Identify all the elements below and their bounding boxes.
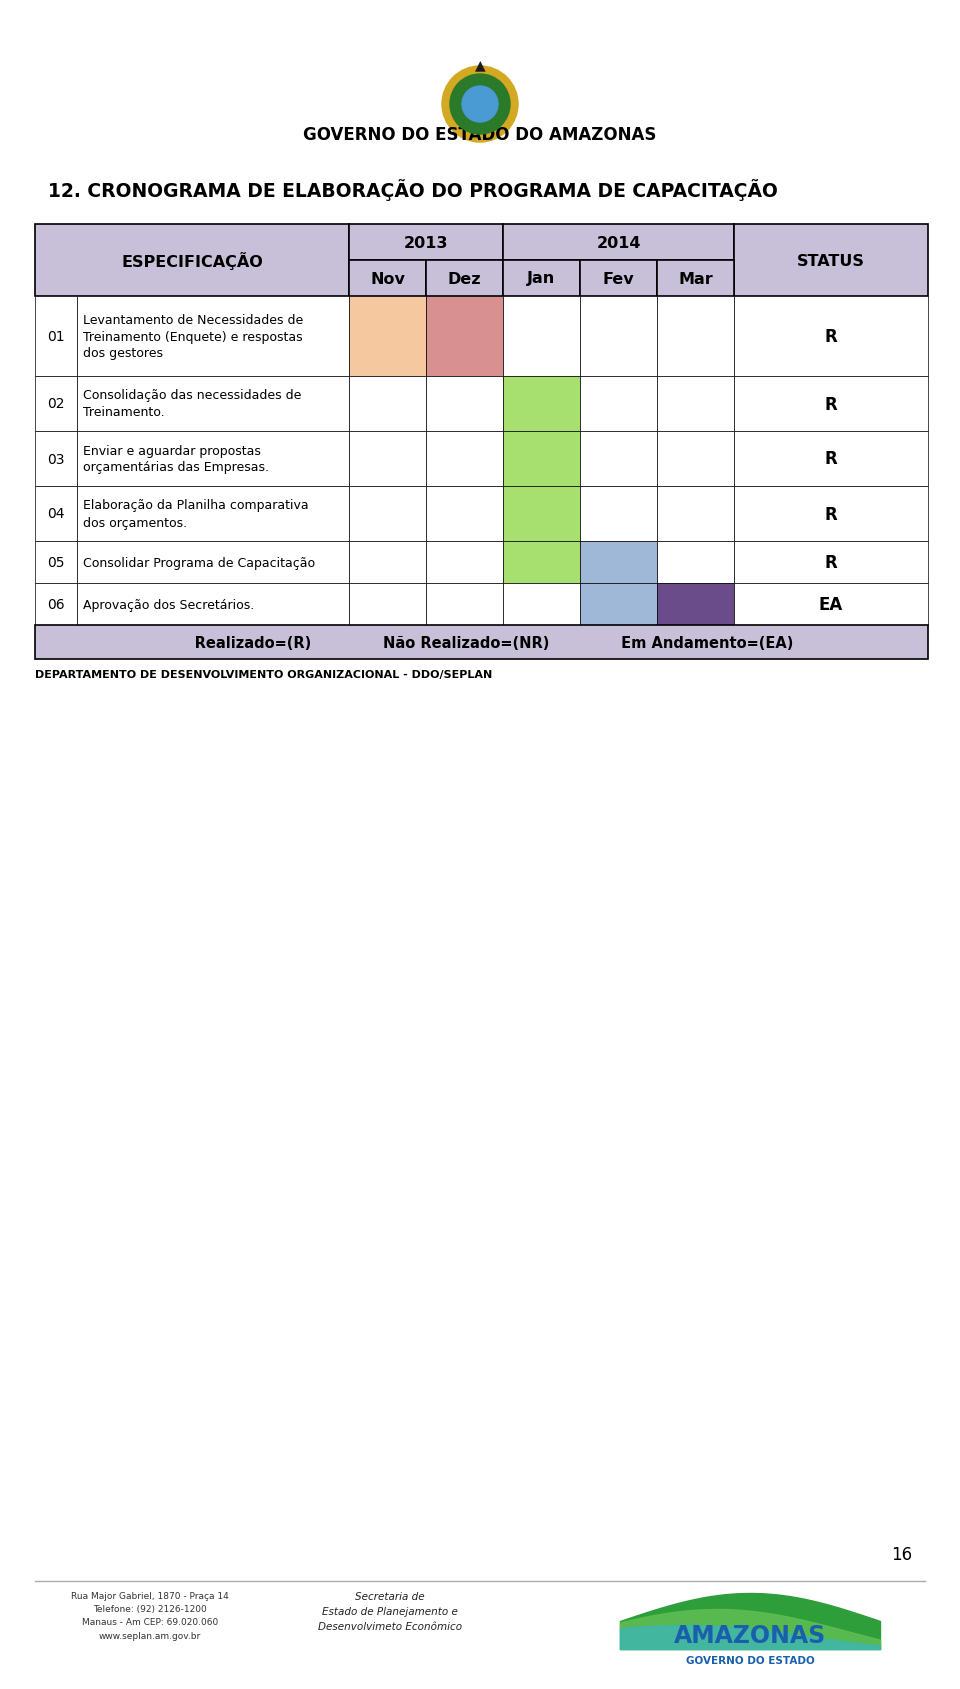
Text: EA: EA	[819, 596, 843, 613]
Text: 2014: 2014	[596, 235, 640, 250]
Text: Elaboração da Planilha comparativa
dos orçamentos.: Elaboração da Planilha comparativa dos o…	[83, 500, 308, 529]
Text: Enviar e aguardar propostas
orçamentárias das Empresas.: Enviar e aguardar propostas orçamentária…	[83, 444, 269, 475]
Text: Nov: Nov	[370, 272, 405, 287]
Bar	[349, 486, 426, 542]
Text: 06: 06	[47, 598, 65, 611]
Bar	[426, 486, 503, 542]
Text: Jan: Jan	[527, 272, 556, 287]
Text: R: R	[825, 554, 837, 571]
Circle shape	[442, 68, 518, 144]
Bar	[657, 260, 734, 297]
Text: 05: 05	[47, 556, 64, 569]
Text: 2013: 2013	[404, 235, 448, 250]
Bar	[734, 377, 928, 432]
Bar	[35, 297, 77, 377]
Bar	[503, 260, 580, 297]
Bar	[35, 584, 77, 625]
Bar	[77, 486, 349, 542]
Text: Fev: Fev	[603, 272, 635, 287]
Bar	[77, 584, 349, 625]
Bar	[580, 584, 657, 625]
Text: Levantamento de Necessidades de
Treinamento (Enquete) e respostas
dos gestores: Levantamento de Necessidades de Treiname…	[83, 314, 303, 360]
Bar	[503, 225, 734, 260]
Bar	[734, 225, 928, 297]
Text: Consolidar Programa de Capacitação: Consolidar Programa de Capacitação	[83, 556, 315, 569]
Bar	[503, 377, 580, 432]
Text: GOVERNO DO ESTADO DO AMAZONAS: GOVERNO DO ESTADO DO AMAZONAS	[303, 127, 657, 144]
Bar	[77, 432, 349, 486]
Bar	[426, 432, 503, 486]
Text: Aprovação dos Secretários.: Aprovação dos Secretários.	[83, 598, 254, 611]
Bar	[349, 225, 503, 260]
Text: ▲: ▲	[474, 57, 486, 73]
Text: R: R	[825, 451, 837, 468]
Bar	[426, 297, 503, 377]
Bar	[503, 432, 580, 486]
Bar	[734, 297, 928, 377]
Bar	[580, 432, 657, 486]
Text: Consolidação das necessidades de
Treinamento.: Consolidação das necessidades de Treinam…	[83, 388, 301, 419]
Text: Rua Major Gabriel, 1870 - Praça 14
Telefone: (92) 2126-1200
Manaus - Am CEP: 69.: Rua Major Gabriel, 1870 - Praça 14 Telef…	[71, 1591, 228, 1640]
Bar	[35, 625, 928, 660]
Text: Mar: Mar	[678, 272, 713, 287]
Bar	[580, 542, 657, 584]
Bar	[503, 542, 580, 584]
Bar	[349, 432, 426, 486]
Bar	[503, 486, 580, 542]
Bar	[503, 297, 580, 377]
Text: 03: 03	[47, 453, 64, 466]
Text: 02: 02	[47, 397, 64, 410]
Text: 01: 01	[47, 329, 65, 345]
Bar	[349, 542, 426, 584]
Bar	[734, 432, 928, 486]
Bar	[349, 260, 426, 297]
Text: Secretaria de
Estado de Planejamento e
Desenvolvimeto Econômico: Secretaria de Estado de Planejamento e D…	[318, 1591, 462, 1630]
Bar	[35, 542, 77, 584]
Bar	[77, 297, 349, 377]
Bar	[657, 542, 734, 584]
Bar	[77, 377, 349, 432]
Bar	[734, 542, 928, 584]
Text: ESPECIFICAÇÃO: ESPECIFICAÇÃO	[121, 252, 263, 270]
Bar	[426, 542, 503, 584]
Bar	[349, 377, 426, 432]
Bar	[426, 377, 503, 432]
Bar	[35, 486, 77, 542]
Bar	[426, 260, 503, 297]
Text: 16: 16	[891, 1545, 912, 1562]
Bar	[657, 432, 734, 486]
Bar	[349, 584, 426, 625]
Bar	[657, 377, 734, 432]
Text: R: R	[825, 395, 837, 414]
Text: AMAZONAS: AMAZONAS	[674, 1623, 827, 1647]
Circle shape	[450, 74, 510, 135]
Bar	[734, 486, 928, 542]
Bar	[580, 260, 657, 297]
Bar	[35, 377, 77, 432]
Bar	[734, 584, 928, 625]
Bar	[503, 584, 580, 625]
Bar	[35, 432, 77, 486]
Bar	[580, 486, 657, 542]
Bar	[657, 584, 734, 625]
Text: Dez: Dez	[447, 272, 481, 287]
Text: STATUS: STATUS	[797, 253, 865, 269]
Bar	[657, 486, 734, 542]
Bar	[77, 542, 349, 584]
Text: 12. CRONOGRAMA DE ELABORAÇÃO DO PROGRAMA DE CAPACITAÇÃO: 12. CRONOGRAMA DE ELABORAÇÃO DO PROGRAMA…	[48, 179, 778, 201]
Bar	[657, 297, 734, 377]
Text: R: R	[825, 328, 837, 346]
Text: DEPARTAMENTO DE DESENVOLVIMENTO ORGANIZACIONAL - DDO/SEPLAN: DEPARTAMENTO DE DESENVOLVIMENTO ORGANIZA…	[35, 669, 492, 679]
Text: 04: 04	[47, 507, 64, 522]
Text: R: R	[825, 505, 837, 524]
Bar	[35, 225, 349, 297]
Text: GOVERNO DO ESTADO: GOVERNO DO ESTADO	[685, 1655, 814, 1665]
Bar	[580, 297, 657, 377]
Bar	[426, 584, 503, 625]
Bar	[349, 297, 426, 377]
Circle shape	[462, 86, 498, 123]
Bar	[580, 377, 657, 432]
Text: Realizado=(R)              Não Realizado=(NR)              Em Andamento=(EA): Realizado=(R) Não Realizado=(NR) Em Anda…	[169, 635, 794, 650]
